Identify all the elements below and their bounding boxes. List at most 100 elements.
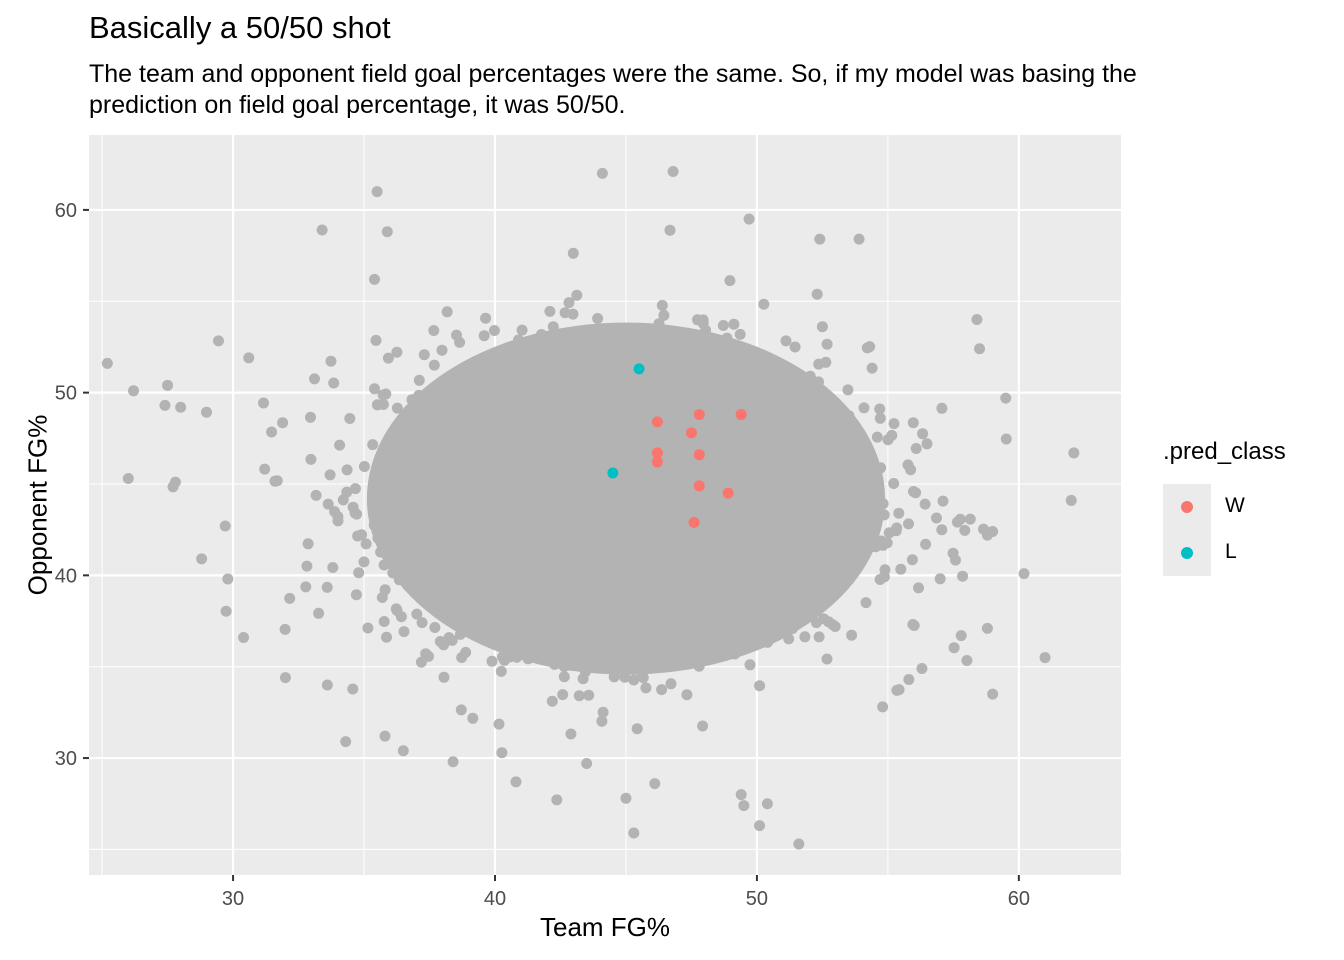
background-point — [948, 642, 960, 654]
background-point — [796, 422, 808, 434]
chart-title: Basically a 50/50 shot — [89, 10, 391, 45]
background-point — [716, 509, 728, 521]
background-point — [874, 574, 886, 585]
background-point — [353, 567, 365, 579]
background-point — [670, 494, 682, 505]
background-point — [547, 321, 559, 333]
background-point — [620, 536, 632, 548]
background-point — [747, 525, 759, 537]
background-point — [387, 567, 399, 579]
background-point — [581, 577, 593, 588]
background-point — [664, 224, 676, 236]
background-point — [658, 309, 670, 321]
background-point — [617, 409, 629, 421]
background-point — [870, 541, 882, 553]
background-point — [817, 386, 829, 397]
background-point — [844, 530, 856, 541]
background-point — [301, 560, 313, 572]
background-point — [429, 384, 441, 396]
background-point — [706, 463, 718, 475]
background-point — [656, 684, 668, 696]
background-point — [719, 455, 731, 467]
point-l — [633, 363, 645, 375]
background-point — [393, 574, 405, 586]
background-point — [635, 576, 647, 587]
background-point — [438, 505, 450, 517]
point-w — [693, 409, 705, 421]
background-point — [347, 501, 359, 513]
background-point — [447, 397, 459, 409]
background-point — [437, 410, 449, 422]
background-point — [775, 465, 787, 477]
background-point — [821, 547, 832, 559]
background-point — [729, 648, 741, 660]
background-point — [620, 792, 632, 804]
point-w — [651, 456, 663, 468]
background-point — [721, 432, 732, 443]
background-point — [724, 499, 736, 511]
background-point — [367, 499, 379, 511]
legend-swatch-l — [1181, 547, 1193, 559]
background-point — [726, 448, 738, 460]
background-point — [742, 577, 754, 588]
background-point — [422, 437, 434, 449]
background-point — [723, 630, 735, 642]
background-point — [436, 344, 448, 356]
background-point — [667, 382, 679, 394]
background-point — [628, 494, 640, 506]
background-point — [682, 339, 694, 351]
background-point — [642, 546, 654, 558]
background-point — [621, 380, 633, 392]
background-point — [698, 429, 710, 441]
background-point — [529, 641, 541, 653]
background-point — [656, 506, 668, 518]
background-point — [413, 374, 425, 386]
background-point — [671, 334, 683, 346]
background-point — [766, 412, 778, 424]
background-point — [530, 348, 542, 360]
background-point — [393, 473, 405, 485]
background-point — [402, 459, 414, 471]
background-point — [486, 592, 498, 603]
background-point — [936, 524, 948, 536]
background-point — [512, 389, 523, 401]
background-point — [514, 598, 526, 609]
background-point — [378, 616, 390, 627]
y-tick-label: 30 — [55, 748, 77, 770]
background-point — [796, 408, 808, 420]
background-point — [566, 371, 578, 383]
background-point — [672, 607, 684, 619]
background-point — [746, 554, 758, 566]
background-point — [830, 580, 842, 592]
background-point — [514, 517, 526, 529]
background-point — [222, 573, 234, 585]
background-point — [582, 506, 593, 518]
background-point — [736, 585, 748, 597]
background-point — [649, 661, 661, 673]
background-point — [243, 352, 255, 364]
background-point — [548, 603, 560, 615]
background-point — [772, 399, 784, 411]
background-point — [788, 486, 800, 498]
background-point — [765, 555, 777, 567]
background-point — [370, 334, 382, 346]
background-point — [101, 357, 113, 369]
background-point — [671, 470, 682, 482]
background-point — [656, 299, 668, 311]
background-point — [441, 306, 453, 318]
background-point — [592, 313, 604, 324]
background-point — [489, 558, 501, 570]
background-point — [758, 298, 770, 310]
background-point — [684, 447, 696, 459]
background-point — [523, 362, 535, 374]
background-point — [861, 342, 873, 354]
background-point — [476, 406, 488, 418]
background-point — [577, 388, 589, 400]
background-point — [530, 517, 542, 529]
background-point — [598, 405, 610, 417]
background-point — [602, 511, 614, 523]
background-point — [937, 495, 949, 507]
background-point — [467, 712, 479, 724]
background-point — [848, 562, 859, 574]
background-point — [831, 407, 843, 419]
